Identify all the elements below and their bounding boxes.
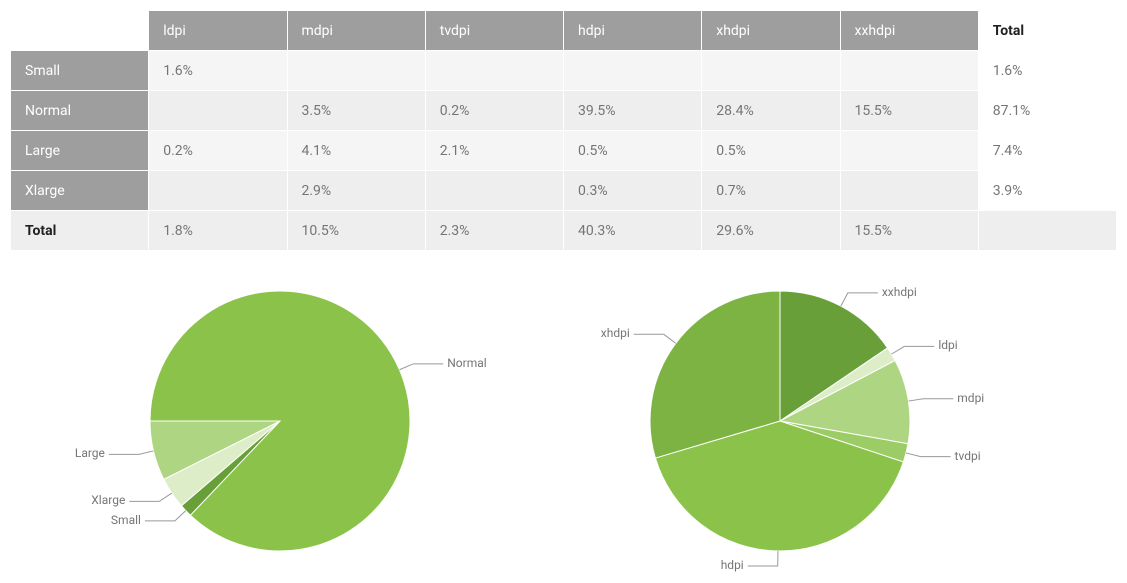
- row-total: 7.4%: [978, 131, 1116, 171]
- table-cell: [840, 131, 978, 171]
- col-total: 2.3%: [425, 211, 563, 251]
- leader-line: [634, 334, 676, 343]
- pie-slice-label: Small: [111, 513, 141, 527]
- pie-slice-label: mdpi: [957, 391, 984, 405]
- pie-slice-label: hdpi: [721, 558, 744, 572]
- leader-line: [109, 451, 154, 454]
- table-cell: 0.5%: [702, 131, 840, 171]
- leader-line: [748, 551, 778, 566]
- table-cell: [425, 51, 563, 91]
- col-header-xhdpi: xhdpi: [702, 11, 840, 51]
- col-total: 29.6%: [702, 211, 840, 251]
- row-header: Xlarge: [11, 171, 149, 211]
- footer-label: Total: [11, 211, 149, 251]
- col-total: 40.3%: [564, 211, 702, 251]
- pie-slice-label: Large: [75, 446, 105, 460]
- pie-slice-label: Normal: [447, 356, 486, 370]
- leader-line: [841, 293, 878, 306]
- table-cell: 0.7%: [702, 171, 840, 211]
- table-cell: 0.2%: [425, 91, 563, 131]
- pie-slice-label: xhdpi: [601, 326, 630, 340]
- table-corner-cell: [11, 11, 149, 51]
- table-footer-row: Total 1.8% 10.5% 2.3% 40.3% 29.6% 15.5%: [11, 211, 1117, 251]
- leader-line: [891, 346, 934, 354]
- row-total: 87.1%: [978, 91, 1116, 131]
- table-row: Small1.6%1.6%: [11, 51, 1117, 91]
- table-cell: 2.1%: [425, 131, 563, 171]
- table-row: Normal 3.5%0.2%39.5%28.4%15.5%87.1%: [11, 91, 1117, 131]
- pie-slice-label: xxhdpi: [882, 285, 917, 299]
- row-header: Large: [11, 131, 149, 171]
- leader-line: [906, 453, 951, 457]
- table-cell: 15.5%: [840, 91, 978, 131]
- table-cell: [287, 51, 425, 91]
- col-total: 15.5%: [840, 211, 978, 251]
- table-cell: [840, 51, 978, 91]
- table-cell: 1.6%: [149, 51, 287, 91]
- table-header-row: ldpi mdpi tvdpi hdpi xhdpi xxhdpi Total: [11, 11, 1117, 51]
- col-header-hdpi: hdpi: [564, 11, 702, 51]
- table-cell: [149, 171, 287, 211]
- table-cell: [702, 51, 840, 91]
- pie-slice-label: tvdpi: [955, 449, 981, 463]
- leader-line: [129, 493, 171, 501]
- leader-line: [908, 399, 953, 401]
- table-cell: 0.5%: [564, 131, 702, 171]
- col-total: 10.5%: [287, 211, 425, 251]
- table-row: Large0.2%4.1%2.1%0.5%0.5%7.4%: [11, 131, 1117, 171]
- density-size-table: ldpi mdpi tvdpi hdpi xhdpi xxhdpi Total …: [10, 10, 1117, 251]
- table-cell: 28.4%: [702, 91, 840, 131]
- table-cell: 0.3%: [564, 171, 702, 211]
- table-cell: 2.9%: [287, 171, 425, 211]
- row-header: Normal: [11, 91, 149, 131]
- row-total: 3.9%: [978, 171, 1116, 211]
- table-cell: 0.2%: [149, 131, 287, 171]
- table-cell: [840, 171, 978, 211]
- grand-total-header: Total: [978, 11, 1116, 51]
- table-cell: [564, 51, 702, 91]
- charts-row: Normal Small Xlarge Large xxhdpi ldpi mdpi tvd…: [10, 271, 1117, 571]
- pie-chart-size: Normal Small Xlarge Large: [50, 271, 510, 571]
- table-cell: 39.5%: [564, 91, 702, 131]
- table-cell: [149, 91, 287, 131]
- table-cell: [425, 171, 563, 211]
- leader-line: [399, 364, 443, 370]
- col-header-xxhdpi: xxhdpi: [840, 11, 978, 51]
- table-row: Xlarge 2.9% 0.3%0.7% 3.9%: [11, 171, 1117, 211]
- pie-slice-label: ldpi: [938, 338, 957, 352]
- pie-chart-density: xxhdpi ldpi mdpi tvdpi hdpi xhdpi: [550, 271, 1010, 571]
- leader-line: [145, 511, 186, 521]
- pie-slice-label: Xlarge: [91, 493, 125, 507]
- row-header: Small: [11, 51, 149, 91]
- col-header-tvdpi: tvdpi: [425, 11, 563, 51]
- grand-total-cell: [978, 211, 1116, 251]
- col-total: 1.8%: [149, 211, 287, 251]
- row-total: 1.6%: [978, 51, 1116, 91]
- table-cell: 4.1%: [287, 131, 425, 171]
- table-cell: 3.5%: [287, 91, 425, 131]
- col-header-ldpi: ldpi: [149, 11, 287, 51]
- col-header-mdpi: mdpi: [287, 11, 425, 51]
